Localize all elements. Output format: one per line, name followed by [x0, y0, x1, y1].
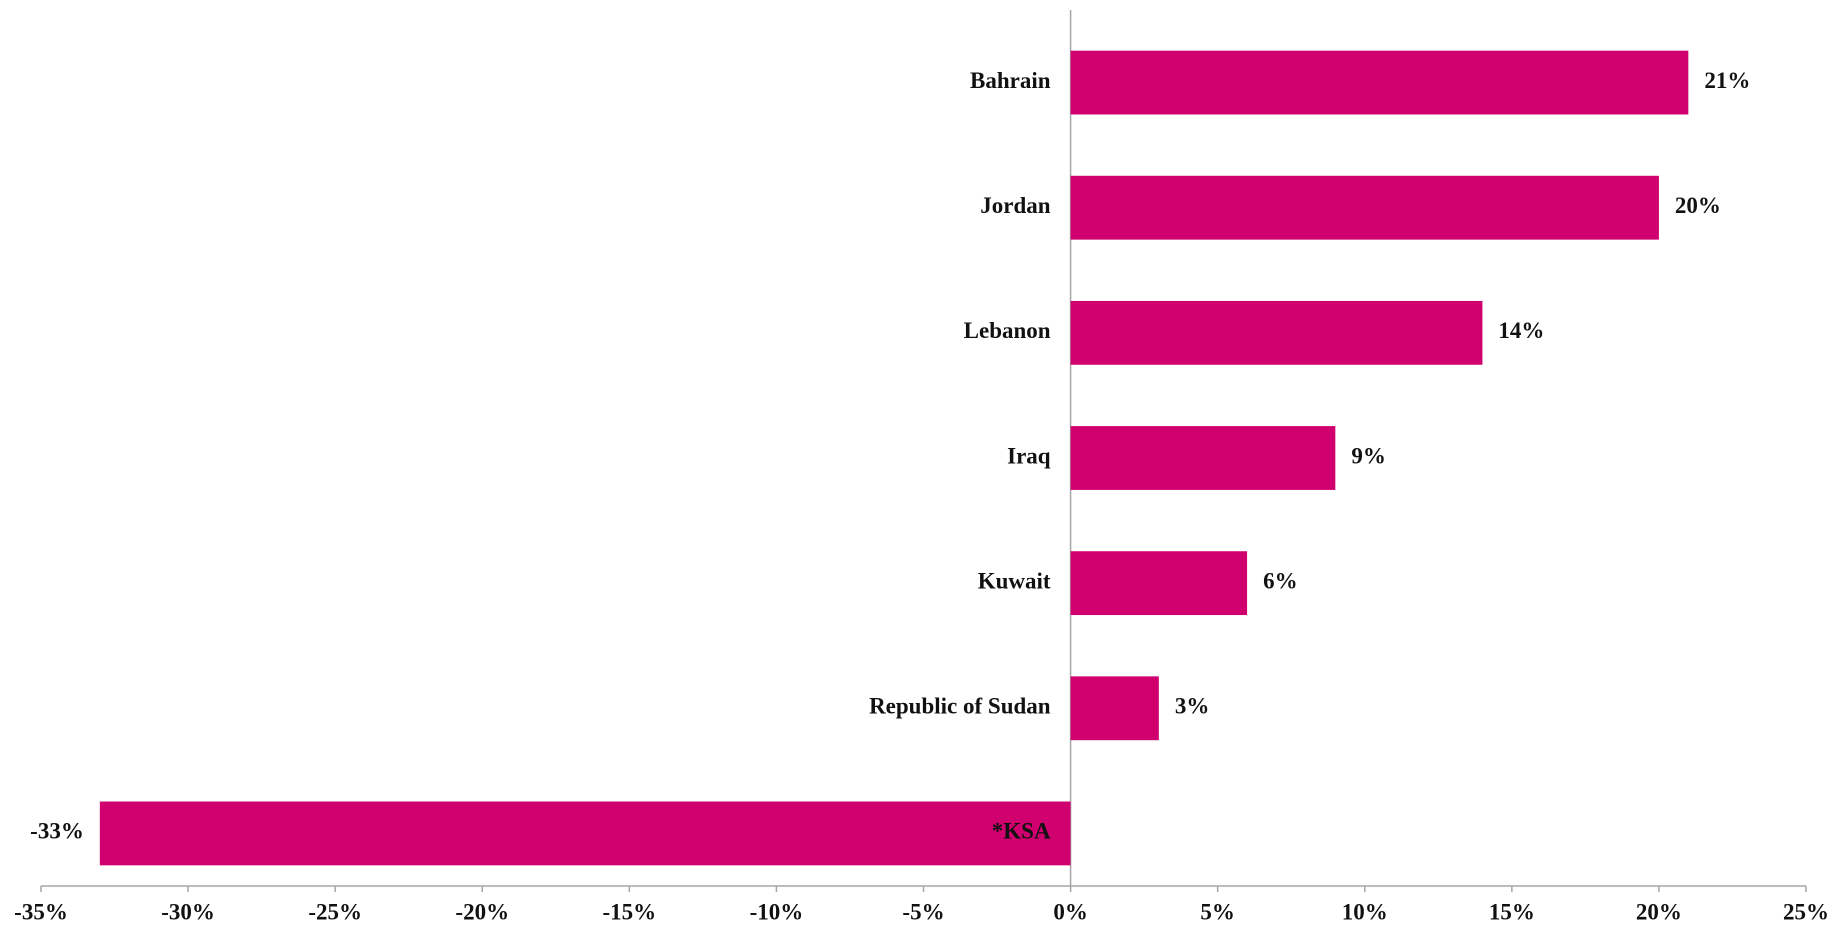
x-tick-label: 15% [1489, 899, 1535, 924]
bar [1070, 175, 1659, 240]
value-label: 6% [1263, 568, 1298, 593]
bar [1070, 300, 1483, 365]
category-label: Kuwait [978, 568, 1051, 593]
x-tick-label: -5% [902, 899, 944, 924]
value-label: 21% [1704, 68, 1750, 93]
x-tick-label: -35% [14, 899, 68, 924]
x-tick-label: -30% [161, 899, 215, 924]
x-tick-label: 5% [1200, 899, 1235, 924]
value-label: 14% [1498, 318, 1544, 343]
x-tick-label: -15% [602, 899, 656, 924]
x-tick-label: 0% [1053, 899, 1088, 924]
category-label: Jordan [980, 193, 1051, 218]
bar [1070, 426, 1336, 490]
bar [1070, 676, 1159, 741]
bar [1070, 50, 1689, 115]
x-tick-label: 10% [1342, 899, 1388, 924]
x-tick-label: -25% [308, 899, 362, 924]
category-label: Bahrain [970, 68, 1051, 93]
bar [99, 801, 1071, 866]
category-label: Lebanon [964, 318, 1051, 343]
value-label: 9% [1351, 443, 1386, 468]
x-tick-label: 20% [1636, 899, 1682, 924]
bar [1070, 551, 1248, 616]
value-label: 3% [1175, 694, 1210, 719]
category-label: *KSA [992, 819, 1051, 844]
category-label: Republic of Sudan [869, 694, 1051, 719]
value-label: -33% [30, 819, 84, 844]
x-tick-label: -20% [455, 899, 509, 924]
category-label: Iraq [1007, 443, 1051, 468]
x-tick-label: -10% [750, 899, 804, 924]
x-tick-label: 25% [1783, 899, 1829, 924]
value-label: 20% [1675, 193, 1721, 218]
